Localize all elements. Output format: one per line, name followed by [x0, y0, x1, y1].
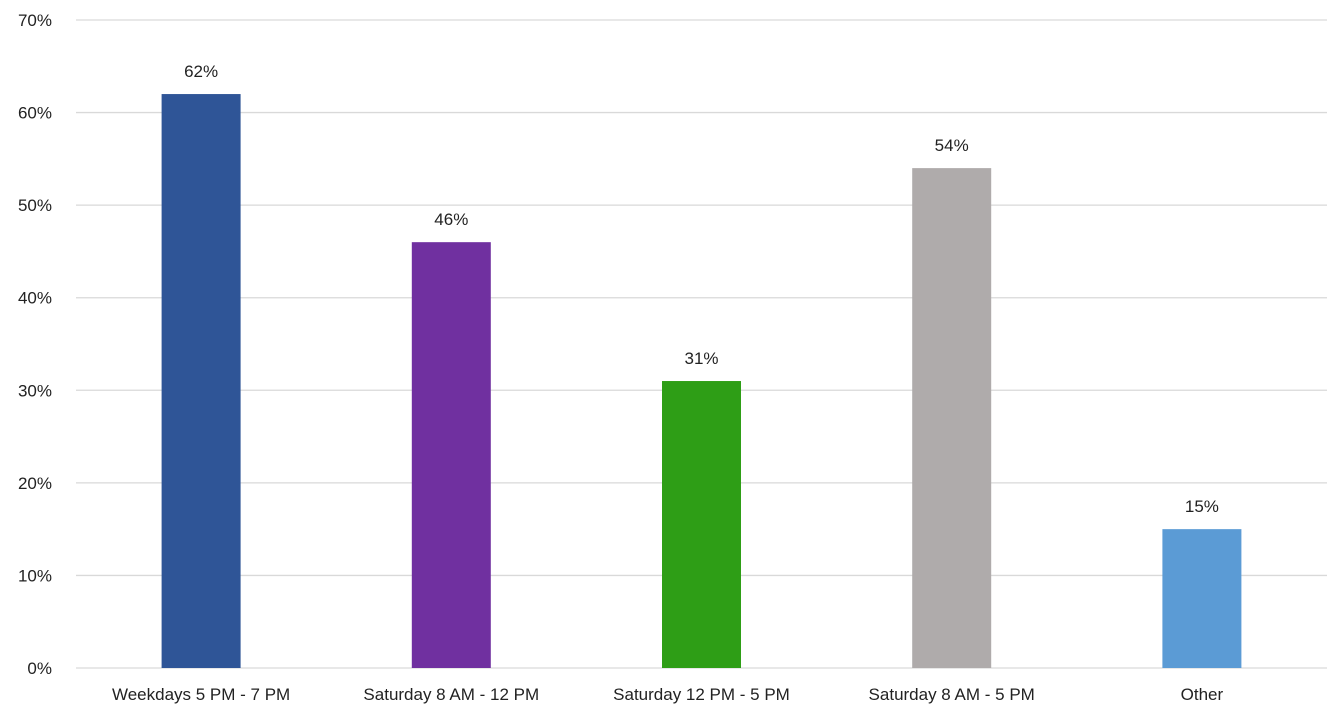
- bar: [161, 94, 241, 669]
- x-tick-label: Saturday 8 AM - 12 PM: [363, 685, 539, 704]
- bar: [1162, 529, 1242, 668]
- data-label: 15%: [1185, 497, 1219, 516]
- bar: [662, 381, 741, 668]
- data-label: 54%: [935, 136, 969, 155]
- data-label: 62%: [184, 62, 218, 81]
- bars: [161, 94, 1242, 669]
- y-tick-label: 50%: [18, 196, 52, 215]
- y-tick-label: 20%: [18, 474, 52, 493]
- y-tick-label: 30%: [18, 381, 52, 400]
- y-tick-label: 0%: [27, 659, 52, 678]
- data-label: 46%: [434, 210, 468, 229]
- x-tick-label: Saturday 12 PM - 5 PM: [613, 685, 790, 704]
- x-tick-label: Other: [1181, 685, 1224, 704]
- data-label: 31%: [684, 349, 718, 368]
- y-axis-tick-labels: 0% 10% 20% 30% 40% 50% 60% 70%: [18, 11, 52, 678]
- y-tick-label: 70%: [18, 11, 52, 30]
- y-tick-label: 60%: [18, 104, 52, 123]
- bar: [912, 168, 992, 668]
- x-tick-label: Saturday 8 AM - 5 PM: [869, 685, 1035, 704]
- x-tick-label: Weekdays 5 PM - 7 PM: [112, 685, 290, 704]
- data-labels: 62% 46% 31% 54% 15%: [184, 62, 1219, 516]
- bar: [411, 242, 491, 668]
- y-tick-label: 40%: [18, 289, 52, 308]
- x-axis-tick-labels: Weekdays 5 PM - 7 PM Saturday 8 AM - 12 P…: [112, 685, 1224, 704]
- y-tick-label: 10%: [18, 566, 52, 585]
